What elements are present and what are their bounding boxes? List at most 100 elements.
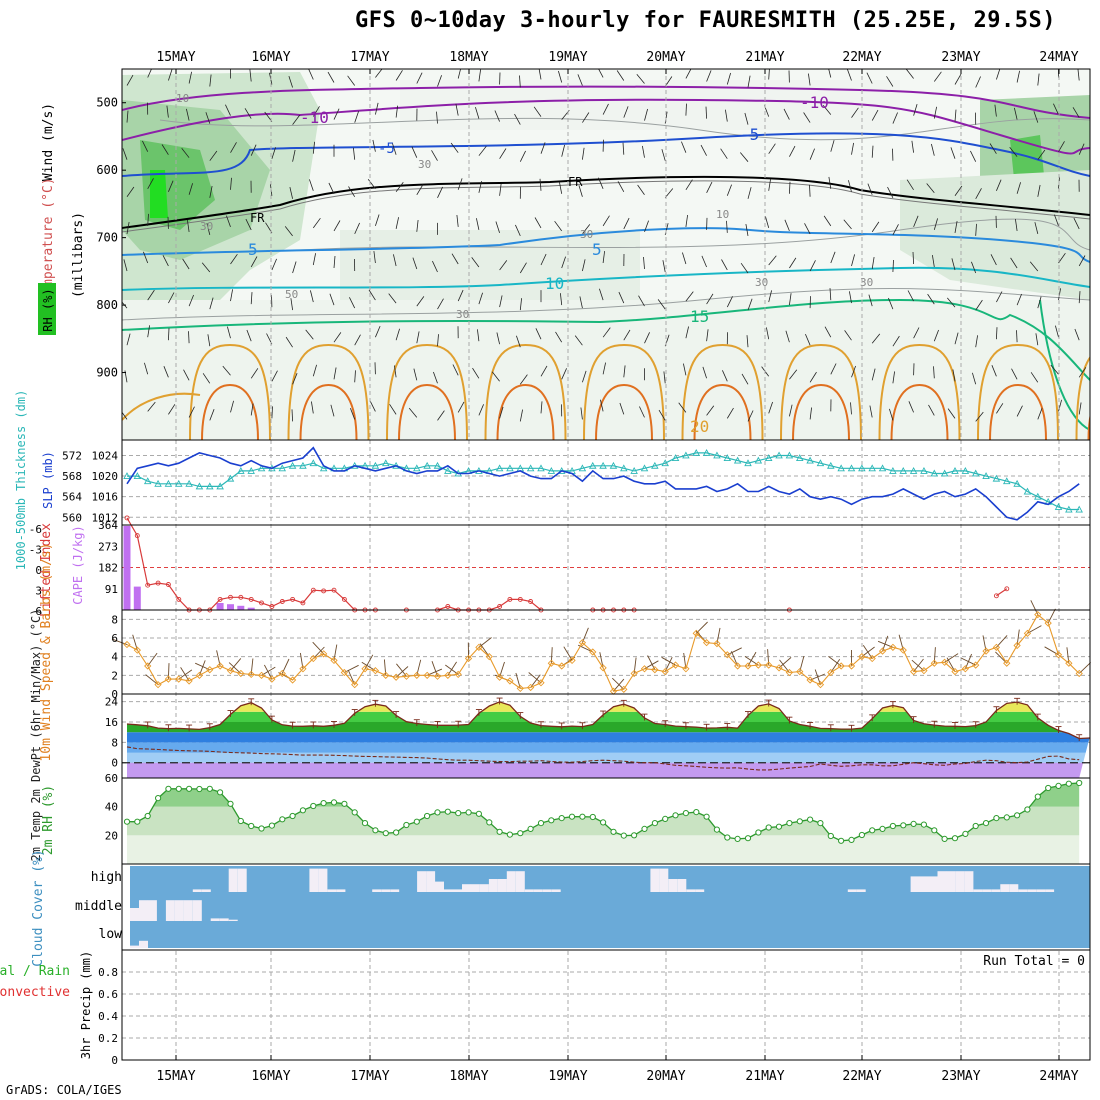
wind-barb-10m [695,621,708,634]
wind-speed-marker [1034,611,1042,619]
wind-barb [538,69,542,80]
wind-barb [580,407,583,420]
cloud-bar-low [139,940,148,948]
wind-barb [1033,111,1039,123]
wind-speed-marker [796,667,804,676]
wind-barb [739,152,749,162]
wind-barb-10m [611,677,625,690]
wind-barb [866,72,873,84]
temp-line [126,701,1090,740]
wind-barb [638,295,645,307]
thickness-marker [733,456,742,464]
wind-tick-label: 6 [111,632,118,645]
wind-barb-10m [261,666,276,676]
wind-barb [954,332,959,345]
temp-contour-25-2 [398,383,456,440]
thickness-tick-label: 572 [62,449,82,462]
wind-barb [726,72,731,85]
wind-speed-marker [816,681,825,689]
wind-barb [869,405,873,418]
wind-barb [478,145,487,156]
wind-barb [312,106,320,117]
contour-label: FR [568,175,583,189]
wind-barb-10m [147,652,158,667]
wind-barb [933,329,939,342]
thickness-marker [226,474,235,482]
cloud-bar-high [1009,884,1019,892]
wind-tick-label: 2 [111,669,118,682]
wind-barb [663,371,666,384]
thickness-marker [889,466,897,474]
thickness-marker [381,459,390,467]
wind-speed-marker [1003,659,1011,667]
wind-speed-marker [806,676,814,684]
wind-barb [388,293,397,304]
wind-barb [616,70,625,81]
cloud-bar-middle [174,900,184,921]
wind-barb [209,150,218,161]
panel-frame-slp [121,439,1091,526]
wind-barb-10m [479,643,490,657]
wind-barb [685,69,692,79]
date-label-bottom: 18MAY [449,1069,488,1084]
thickness-marker [951,466,959,474]
wind-barb [436,111,438,124]
wind-barb [496,332,500,345]
thickness-marker [495,464,504,472]
wind-barb [888,297,894,310]
cloud-bar-high [668,879,678,892]
wind-barb [950,147,956,159]
wind-barb [809,371,817,383]
wind-barb [598,69,604,78]
wind-barb [368,289,376,301]
thickness-marker [433,461,442,469]
wind-barb [292,373,298,385]
rh-marker [506,831,513,838]
wind-speed-marker [899,646,907,654]
wind-barb [126,222,130,234]
dewpoint-line [126,746,1080,771]
wind-barb [975,223,977,236]
wind-barb [354,222,360,235]
contour-label: 20 [690,417,709,436]
wind-barb [246,329,252,342]
cape-tick-label: 182 [98,562,118,575]
rh-marker [372,827,379,834]
wind-barb [188,406,195,418]
wind-barb [850,402,852,415]
wind-barb [685,103,687,116]
cape-tick-label: 273 [98,540,118,553]
ylabel-cloud-cover: Cloud Cover (%) [31,849,46,966]
temp-contour-15 [122,298,1090,381]
thickness-marker [1065,505,1073,513]
rh-marker [662,815,669,823]
ylabel-rh-2m: 2m RH (%) [41,785,56,855]
wind-barb [643,256,645,270]
wind-barb [433,371,438,384]
wind-barb [452,364,459,376]
wind-barb [1030,372,1039,383]
panel-frame-precip [121,949,1091,1061]
wind-barb [395,70,403,81]
wind-barb [181,147,190,158]
wind-speed-marker [268,675,276,683]
wind-barb [932,255,935,268]
cloud-bar-high [919,876,929,892]
wind-barb [720,148,728,159]
thickness-tick-label: 560 [62,511,82,524]
wind-speed-marker [713,639,721,648]
wind-barb [661,149,666,161]
rh-marker [786,820,793,827]
contour-label: -10 [800,93,829,112]
wind-barb [1055,325,1059,338]
wind-barb-10m [445,664,459,675]
precip-legend-convective: Convective [0,985,70,1000]
wind-barb [908,401,914,413]
ylabel-cape: CAPE (J/kg) [71,525,85,604]
wind-barb-10m [747,651,757,667]
rh-marker [289,812,296,820]
wind-barb [1016,182,1021,194]
contour-label: 15 [690,307,709,326]
wind-barb [637,184,645,196]
rh-marker [330,799,338,806]
